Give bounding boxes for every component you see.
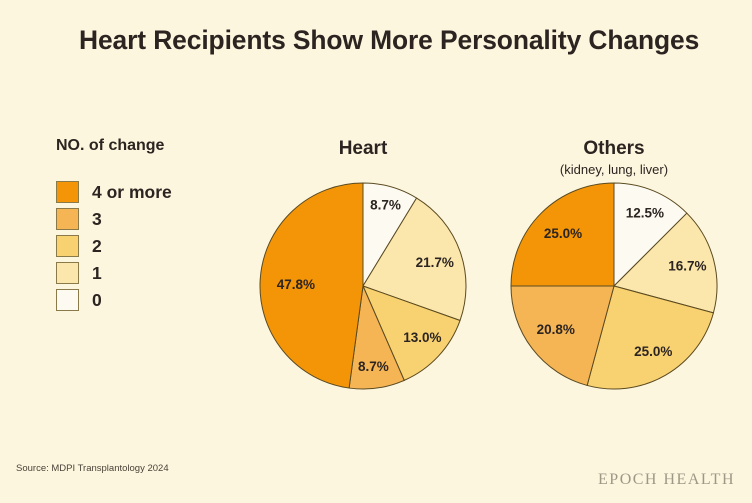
svg-text:21.7%: 21.7%	[416, 255, 454, 270]
svg-text:47.8%: 47.8%	[277, 277, 315, 292]
svg-text:25.0%: 25.0%	[634, 344, 672, 359]
svg-text:13.0%: 13.0%	[403, 330, 441, 345]
svg-text:8.7%: 8.7%	[370, 198, 401, 213]
svg-text:12.5%: 12.5%	[626, 206, 664, 221]
svg-text:8.7%: 8.7%	[358, 359, 389, 374]
svg-text:16.7%: 16.7%	[668, 259, 706, 274]
svg-text:20.8%: 20.8%	[537, 322, 575, 337]
svg-text:25.0%: 25.0%	[544, 226, 582, 241]
